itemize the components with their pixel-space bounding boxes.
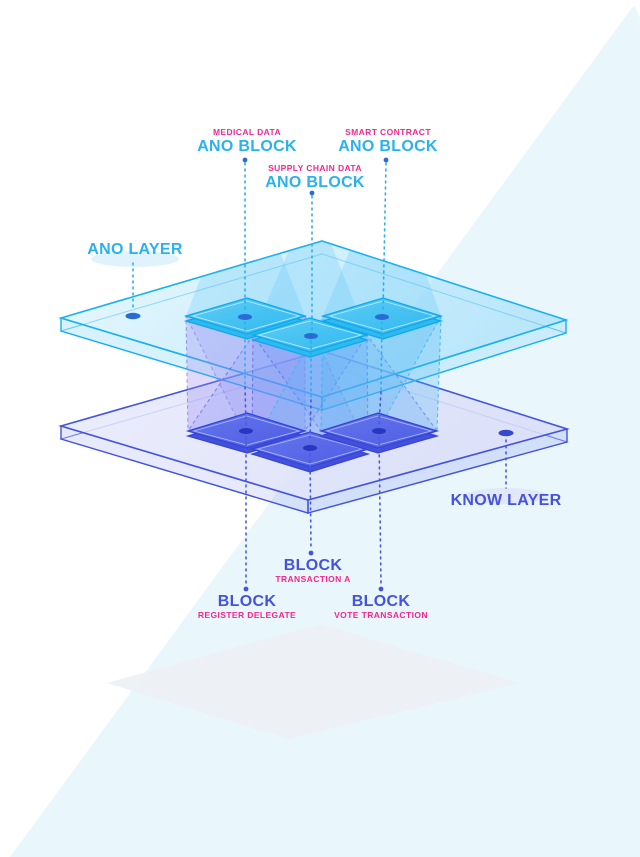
medical-data-block-name: ANO BLOCK (197, 138, 297, 155)
smart-contract-block-name: ANO BLOCK (338, 138, 438, 155)
vote-transaction-category: VOTE TRANSACTION (334, 610, 428, 620)
register-delegate-category: REGISTER DELEGATE (197, 610, 297, 620)
block-dot (304, 333, 318, 339)
block-dot (238, 314, 252, 320)
ano-layer-blocks (183, 297, 444, 358)
smart-contract-category: SMART CONTRACT (345, 127, 431, 137)
vote-transaction-block-name: BLOCK (351, 593, 411, 610)
ano-layer-label-glow (91, 251, 179, 267)
transaction-a-block-name: BLOCK (283, 557, 343, 574)
label-dots (242, 157, 389, 592)
smart-contract-block-label: SMART CONTRACT ANO BLOCK (338, 127, 438, 155)
guide-lines (132, 162, 507, 585)
supply-chain-block-label: SUPPLY CHAIN DATA ANO BLOCK (265, 163, 365, 191)
vote-transaction-block-label: BLOCK VOTE TRANSACTION (334, 593, 428, 621)
label-light-cones (186, 241, 441, 335)
know-block-vote-transaction (318, 412, 440, 454)
know-layer-slab (58, 350, 570, 514)
block-dot (239, 428, 253, 434)
supply-chain-block-name: ANO BLOCK (265, 174, 365, 191)
supply-chain-category: SUPPLY CHAIN DATA (268, 163, 362, 173)
know-layer-dot (498, 429, 514, 437)
transaction-a-category: TRANSACTION A (275, 574, 351, 584)
ano-block-supply-chain-data (250, 317, 370, 358)
register-delegate-block-name: BLOCK (217, 593, 277, 610)
block-dot (303, 445, 317, 451)
transaction-a-block-label: BLOCK TRANSACTION A (275, 557, 350, 585)
register-delegate-block-label: BLOCK REGISTER DELEGATE (198, 593, 296, 621)
medical-data-block-label: MEDICAL DATA ANO BLOCK (197, 127, 297, 155)
know-layer-label: KNOW LAYER (450, 492, 562, 509)
medical-data-category: MEDICAL DATA (212, 127, 282, 137)
ano-layer-label: ANO LAYER (87, 241, 183, 258)
ano-layer-dot (125, 312, 141, 320)
ano-block-smart-contract (320, 297, 444, 340)
block-dot (372, 428, 386, 434)
floor-shadow (107, 624, 519, 739)
know-layer-label-glow (464, 488, 548, 504)
block-dot (375, 314, 389, 320)
